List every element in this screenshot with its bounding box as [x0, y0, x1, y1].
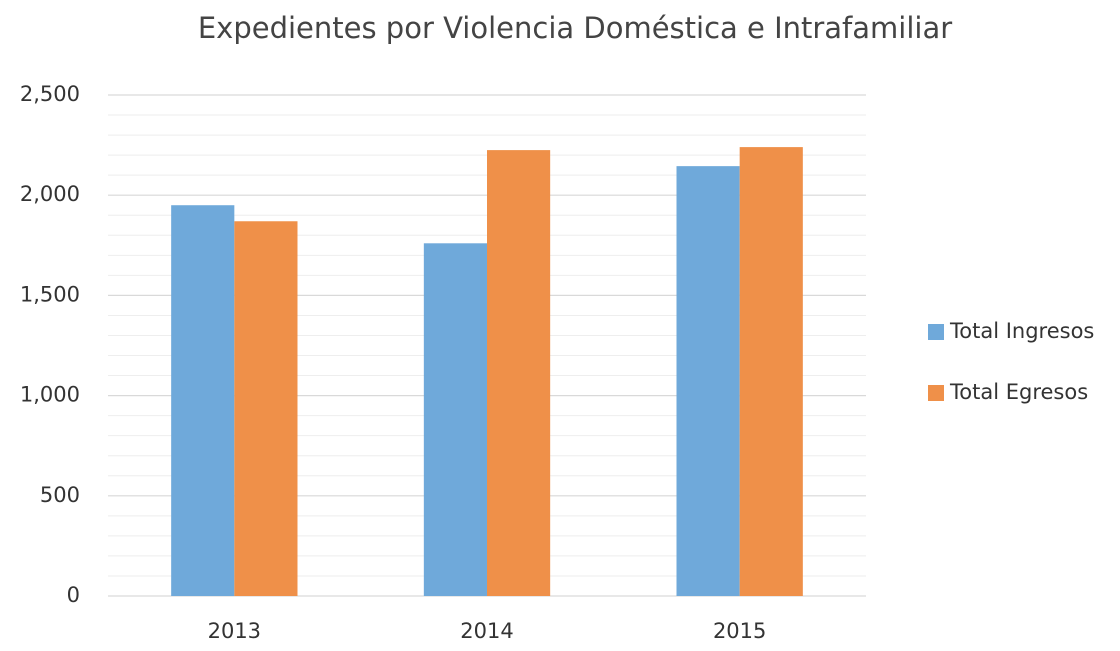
chart-title: Expedientes por Violencia Doméstica e In…	[198, 11, 952, 45]
bar	[676, 166, 740, 596]
bar	[171, 205, 235, 596]
y-tick-label: 1,000	[20, 383, 80, 407]
x-tick-label: 2015	[713, 619, 766, 643]
legend-label: Total Egresos	[949, 380, 1088, 404]
legend-label: Total Ingresos	[949, 319, 1094, 343]
bar	[487, 150, 551, 597]
x-tick-label: 2014	[460, 619, 513, 643]
y-tick-label: 0	[67, 583, 80, 607]
bar	[739, 147, 803, 596]
bar	[234, 221, 298, 596]
y-tick-label: 2,500	[20, 82, 80, 106]
legend-swatch	[928, 385, 944, 401]
legend-swatch	[928, 324, 944, 340]
y-tick-label: 2,000	[20, 182, 80, 206]
y-tick-label: 1,500	[20, 282, 80, 306]
bar	[423, 243, 487, 596]
x-tick-label: 2013	[208, 619, 261, 643]
y-tick-label: 500	[40, 483, 80, 507]
